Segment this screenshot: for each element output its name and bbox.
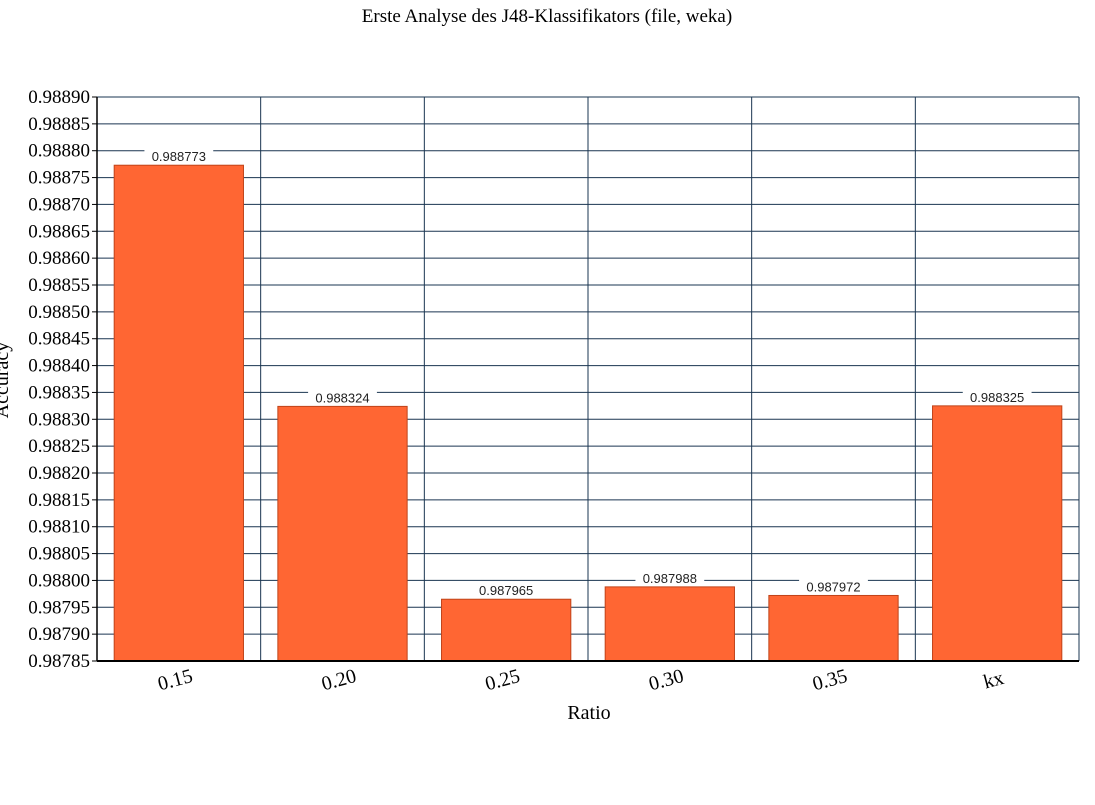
data-label: 0.988325 [970,390,1024,405]
y-tick-label: 0.98885 [28,114,90,135]
bar [932,405,1063,662]
y-tick-label: 0.98815 [28,490,90,511]
y-tick-label: 0.98880 [28,141,90,162]
data-label: 0.987972 [806,579,860,594]
y-tick-label: 0.98890 [28,87,90,108]
data-label-bg [144,148,214,165]
y-tick-label: 0.98870 [28,194,90,215]
x-tick-label: kx [981,667,1006,693]
x-tick-label: 0.35 [810,665,850,695]
bars-group: 0.988773 0.988324 0.987965 0.987988 0.987972… [96,97,1079,662]
data-label-bg [635,569,705,586]
y-tick-label: 0.98795 [28,597,90,618]
y-tick-label: 0.98820 [28,463,90,484]
x-axis-label: Ratio [567,702,610,724]
x-tick-label: 0.25 [483,665,523,695]
y-tick-label: 0.98865 [28,221,90,242]
y-axis-label: Accuracy [0,342,13,419]
x-tick-label: 0.30 [647,665,687,695]
x-axis-ticks: 0.15 0.20 0.25 0.30 0.35 kx [156,665,1007,695]
y-tick-label: 0.98790 [28,624,90,645]
y-tick-label: 0.98845 [28,329,90,350]
y-tick-label: 0.98805 [28,544,90,565]
bar [604,586,735,662]
data-label-bg [471,582,541,599]
y-tick-label: 0.98830 [28,409,90,430]
y-tick-label: 0.98840 [28,356,90,377]
data-label: 0.987965 [479,583,533,598]
data-label-bg [308,389,377,406]
data-label: 0.988773 [152,149,206,164]
chart-title: Erste Analyse des J48-Klassifikators (fi… [362,6,732,27]
y-tick-label: 0.98855 [28,275,90,296]
y-tick-label: 0.98875 [28,168,90,189]
y-tick-label: 0.98835 [28,382,90,403]
bar [768,594,899,662]
y-tick-label: 0.98800 [28,570,90,591]
y-tick-label: 0.98825 [28,436,90,457]
y-tick-label: 0.98785 [28,651,90,672]
y-axis-ticks: 0.98785 0.98790 0.98795 0.98800 0.98805 0.988… [28,87,97,672]
y-tick-label: 0.98850 [28,302,90,323]
data-label: 0.988324 [315,390,369,405]
data-label-bg [799,578,868,595]
bar [441,598,572,662]
y-tick-label: 0.98810 [28,517,90,538]
data-label-bg [962,388,1032,405]
y-tick-label: 0.98860 [28,248,90,269]
bar [277,405,408,662]
x-tick-label: 0.15 [156,665,196,695]
x-tick-label: 0.20 [319,665,359,695]
grid-lines [96,96,1080,662]
data-label: 0.987988 [643,571,697,586]
bar [113,164,244,662]
